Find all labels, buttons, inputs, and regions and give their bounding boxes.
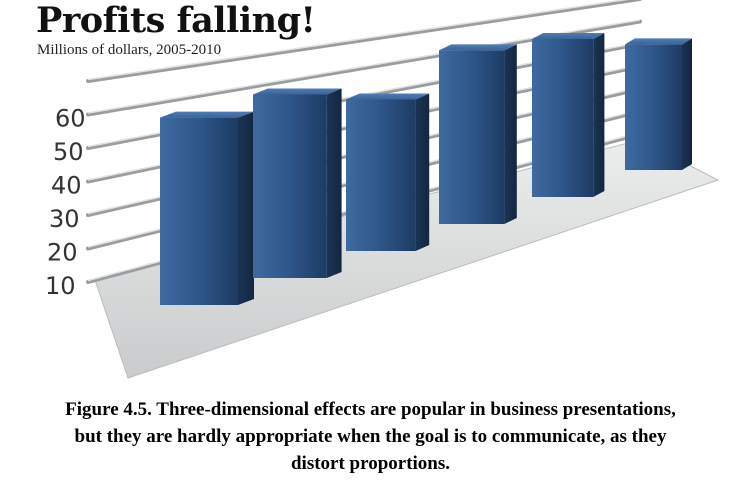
bars: [160, 32, 692, 305]
bar-side: [504, 44, 517, 225]
y-tick-label: 40: [51, 172, 82, 200]
bar: [160, 111, 254, 305]
bar-front: [346, 99, 416, 251]
y-tick-label: 30: [49, 205, 80, 233]
grid-line-highlight: [87, 0, 629, 81]
grid-line: [86, 0, 642, 83]
bar-front: [439, 50, 505, 225]
caption-line-1: Figure 4.5. Three-dimensional effects ar…: [65, 399, 676, 420]
bar-side: [238, 111, 254, 305]
bar: [625, 38, 692, 171]
bar-front: [625, 44, 682, 170]
caption-line-2: but they are hardly appropriate when the…: [74, 426, 667, 447]
bar: [346, 93, 430, 251]
bar-top: [346, 93, 430, 100]
caption-line-3: distort proportions.: [290, 453, 451, 474]
bar: [253, 88, 342, 278]
bar-side: [415, 93, 430, 251]
bar-side: [593, 32, 605, 198]
y-axis-ticks: 10 20 30 40 50 60: [45, 105, 86, 301]
y-tick-label: 60: [55, 105, 86, 133]
bar-side: [326, 88, 342, 278]
chart: 10 20 30 40 50 60: [45, 0, 720, 379]
chart-subtitle: Millions of dollars, 2005-2010: [37, 42, 222, 58]
y-tick-label: 10: [45, 272, 76, 300]
y-tick-label: 20: [47, 239, 78, 267]
figure-caption: Figure 4.5. Three-dimensional effects ar…: [0, 396, 741, 477]
bar-front: [532, 38, 594, 198]
y-tick-label: 50: [53, 138, 84, 166]
bar-top: [253, 88, 342, 95]
bar: [532, 32, 605, 198]
bar-top: [439, 44, 517, 51]
bar-side: [682, 38, 692, 171]
bar-top: [625, 38, 692, 45]
bar-front: [160, 117, 238, 305]
bar-top: [532, 32, 605, 39]
bar-front: [253, 94, 327, 278]
bar-top: [160, 111, 254, 118]
chart-title: Profits falling!: [36, 0, 316, 41]
bar: [439, 44, 517, 225]
